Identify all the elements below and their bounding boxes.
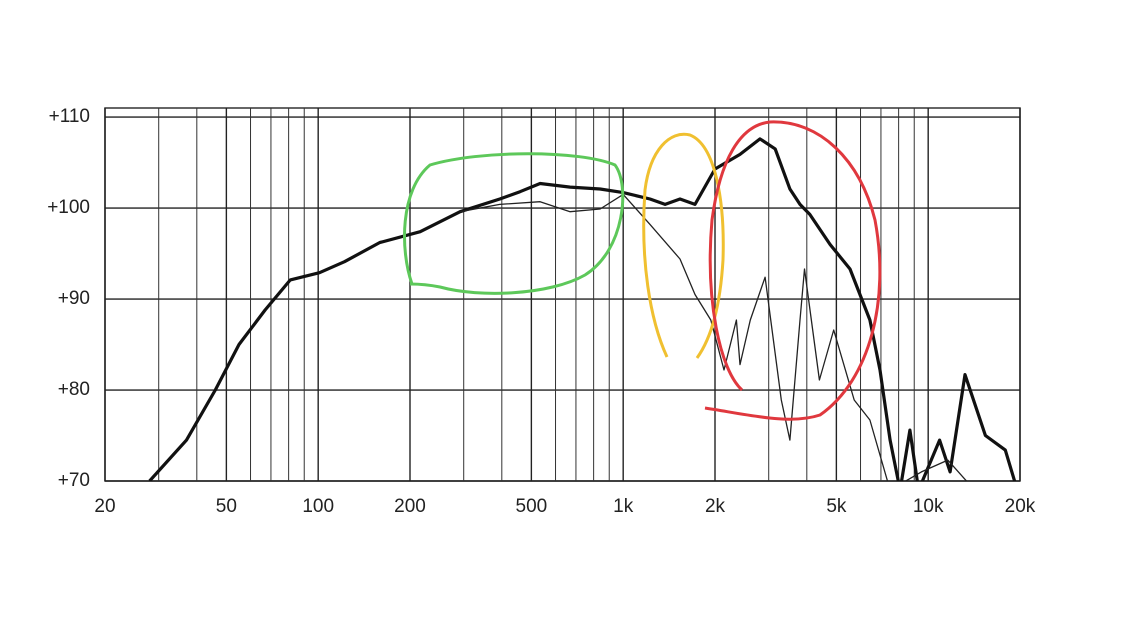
- x-tick-label: 20k: [1005, 496, 1036, 517]
- x-tick-label: 500: [516, 496, 548, 517]
- lines: [148, 137, 1017, 481]
- annotation-red: [704, 120, 882, 421]
- x-tick-label: 20: [94, 496, 115, 517]
- plot-frame: [104, 107, 1021, 482]
- y-tick-label: +110: [49, 106, 90, 127]
- x-tick-label: 5k: [826, 496, 847, 517]
- annotation-green: [403, 152, 625, 295]
- y-tick-label: +70: [58, 470, 90, 491]
- annotation-yellow: [642, 132, 725, 359]
- x-tick-label: 200: [394, 496, 426, 517]
- series-line: [459, 193, 968, 481]
- x-tick-label: 2k: [705, 496, 726, 517]
- y-tick-label: +90: [58, 288, 90, 309]
- grid: [104, 108, 1021, 482]
- x-tick-label: 50: [216, 496, 237, 517]
- labels: +70 +80 +90 +100 +110 20 50 100 200 500 1k 2k 5k 10k 2…: [47, 106, 1036, 517]
- x-tick-label: 10k: [913, 496, 944, 517]
- series-line: [148, 137, 1017, 481]
- x-tick-label: 100: [302, 496, 334, 517]
- y-tick-label: +80: [58, 379, 90, 400]
- x-tick-label: 1k: [613, 496, 634, 517]
- y-tick-label: +100: [47, 197, 90, 218]
